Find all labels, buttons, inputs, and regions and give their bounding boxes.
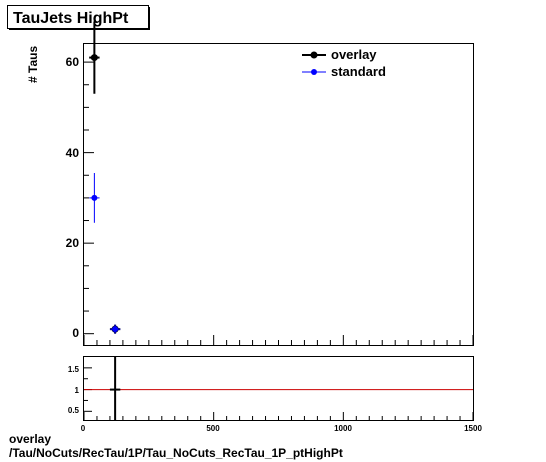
- legend-marker-overlay: [310, 51, 318, 59]
- ratio-plot-frame: [83, 356, 474, 421]
- data-point-standard-1-marker: [112, 326, 119, 333]
- main-axis-ticks: [83, 61, 474, 345]
- footer-path: /Tau/NoCuts/RecTau/1P/Tau_NoCuts_RecTau_…: [9, 446, 343, 460]
- ratio-axis-ticks: [83, 367, 474, 420]
- main-data-marks: [89, 21, 121, 334]
- x-tick-label-500: 500: [206, 424, 220, 433]
- ratio-data-marks: [84, 357, 473, 420]
- ratio-y-tick-label-0.5: 0.5: [68, 406, 80, 415]
- ratio-y-tick-label-1: 1: [75, 386, 80, 395]
- legend-label-standard: standard: [331, 64, 386, 79]
- data-point-standard-0-marker: [91, 194, 98, 201]
- legend: overlay standard: [302, 47, 386, 79]
- x-tick-label-1500: 1500: [464, 424, 482, 433]
- chart-title: TauJets HighPt: [13, 10, 129, 27]
- x-tick-label-1000: 1000: [334, 424, 352, 433]
- y-tick-label-0: 0: [72, 326, 79, 340]
- ratio-y-tick-label-1.5: 1.5: [68, 365, 80, 374]
- data-point-overlay-0-marker: [90, 54, 98, 62]
- footer-label: overlay: [9, 432, 52, 446]
- legend-marker-standard: [311, 69, 317, 75]
- main-plot-frame: [83, 43, 474, 346]
- legend-label-overlay: overlay: [331, 47, 377, 62]
- y-axis-label: # Taus: [26, 46, 40, 83]
- y-tick-label-20: 20: [66, 236, 80, 250]
- y-tick-label-60: 60: [66, 55, 80, 69]
- y-tick-label-40: 40: [66, 146, 80, 160]
- x-tick-label-0: 0: [81, 424, 86, 433]
